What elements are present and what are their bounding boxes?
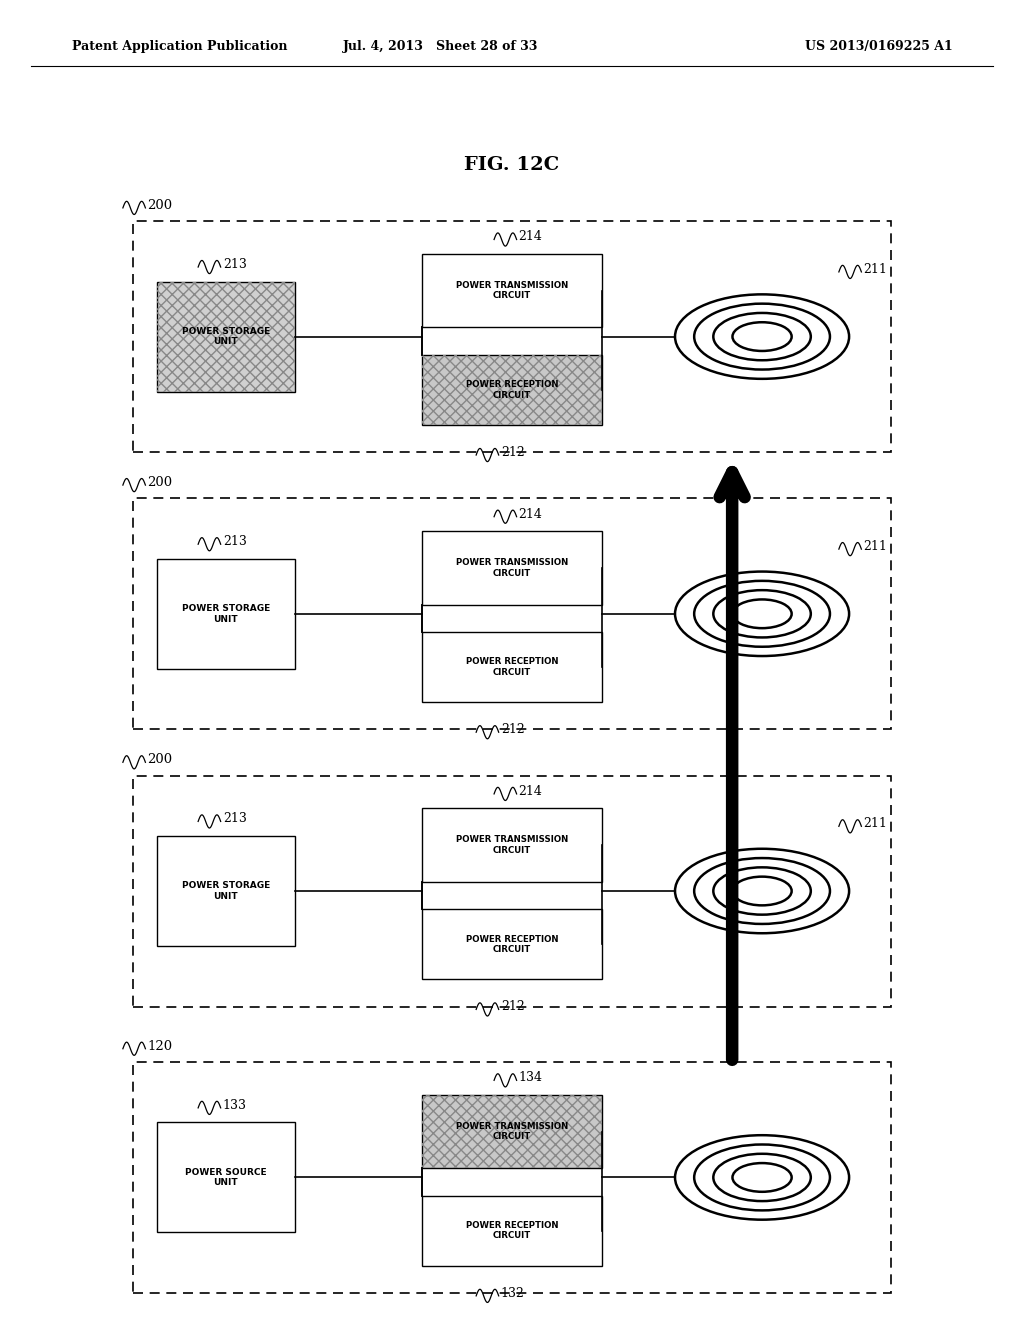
Text: 214: 214 (518, 508, 543, 520)
Text: POWER RECEPTION
CIRCUIT: POWER RECEPTION CIRCUIT (466, 935, 558, 954)
FancyBboxPatch shape (133, 776, 891, 1006)
Text: POWER TRANSMISSION
CIRCUIT: POWER TRANSMISSION CIRCUIT (456, 836, 568, 855)
Text: 133: 133 (223, 1098, 247, 1111)
Text: 214: 214 (518, 231, 543, 243)
FancyBboxPatch shape (133, 498, 891, 729)
Text: 200: 200 (147, 199, 173, 211)
FancyBboxPatch shape (422, 1196, 601, 1266)
FancyBboxPatch shape (422, 632, 601, 702)
FancyBboxPatch shape (422, 531, 601, 605)
FancyBboxPatch shape (157, 281, 295, 392)
FancyBboxPatch shape (157, 558, 295, 669)
FancyBboxPatch shape (133, 1061, 891, 1294)
Text: Patent Application Publication: Patent Application Publication (72, 40, 287, 53)
Text: US 2013/0169225 A1: US 2013/0169225 A1 (805, 40, 952, 53)
Text: POWER TRANSMISSION
CIRCUIT: POWER TRANSMISSION CIRCUIT (456, 281, 568, 301)
Text: 213: 213 (223, 535, 247, 548)
Text: 211: 211 (863, 263, 888, 276)
Text: POWER RECEPTION
CIRCUIT: POWER RECEPTION CIRCUIT (466, 380, 558, 400)
Text: POWER RECEPTION
CIRCUIT: POWER RECEPTION CIRCUIT (466, 657, 558, 677)
FancyBboxPatch shape (422, 909, 601, 979)
Text: 212: 212 (501, 723, 524, 737)
Text: POWER STORAGE
UNIT: POWER STORAGE UNIT (181, 327, 270, 346)
Text: 211: 211 (863, 817, 888, 830)
Text: Jul. 4, 2013   Sheet 28 of 33: Jul. 4, 2013 Sheet 28 of 33 (343, 40, 538, 53)
FancyBboxPatch shape (422, 355, 601, 425)
Text: 211: 211 (863, 540, 888, 553)
Text: 120: 120 (147, 1040, 173, 1053)
Text: 212: 212 (501, 1001, 524, 1014)
Text: POWER TRANSMISSION
CIRCUIT: POWER TRANSMISSION CIRCUIT (456, 558, 568, 578)
Text: 132: 132 (501, 1287, 524, 1300)
Text: POWER TRANSMISSION
CIRCUIT: POWER TRANSMISSION CIRCUIT (456, 1122, 568, 1142)
Text: 134: 134 (518, 1072, 543, 1084)
FancyBboxPatch shape (422, 253, 601, 327)
Text: 200: 200 (147, 477, 173, 488)
FancyBboxPatch shape (133, 220, 891, 451)
Text: FIG. 12C: FIG. 12C (464, 156, 560, 174)
Text: 212: 212 (501, 446, 524, 459)
Text: POWER STORAGE
UNIT: POWER STORAGE UNIT (181, 605, 270, 623)
Text: 200: 200 (147, 754, 173, 766)
Text: 213: 213 (223, 812, 247, 825)
FancyBboxPatch shape (157, 836, 295, 946)
FancyBboxPatch shape (157, 1122, 295, 1233)
Text: POWER STORAGE
UNIT: POWER STORAGE UNIT (181, 882, 270, 900)
FancyBboxPatch shape (422, 1094, 601, 1168)
Text: POWER SOURCE
UNIT: POWER SOURCE UNIT (185, 1168, 266, 1187)
Text: 214: 214 (518, 785, 543, 797)
Text: 213: 213 (223, 257, 247, 271)
FancyBboxPatch shape (422, 808, 601, 882)
Text: POWER RECEPTION
CIRCUIT: POWER RECEPTION CIRCUIT (466, 1221, 558, 1241)
